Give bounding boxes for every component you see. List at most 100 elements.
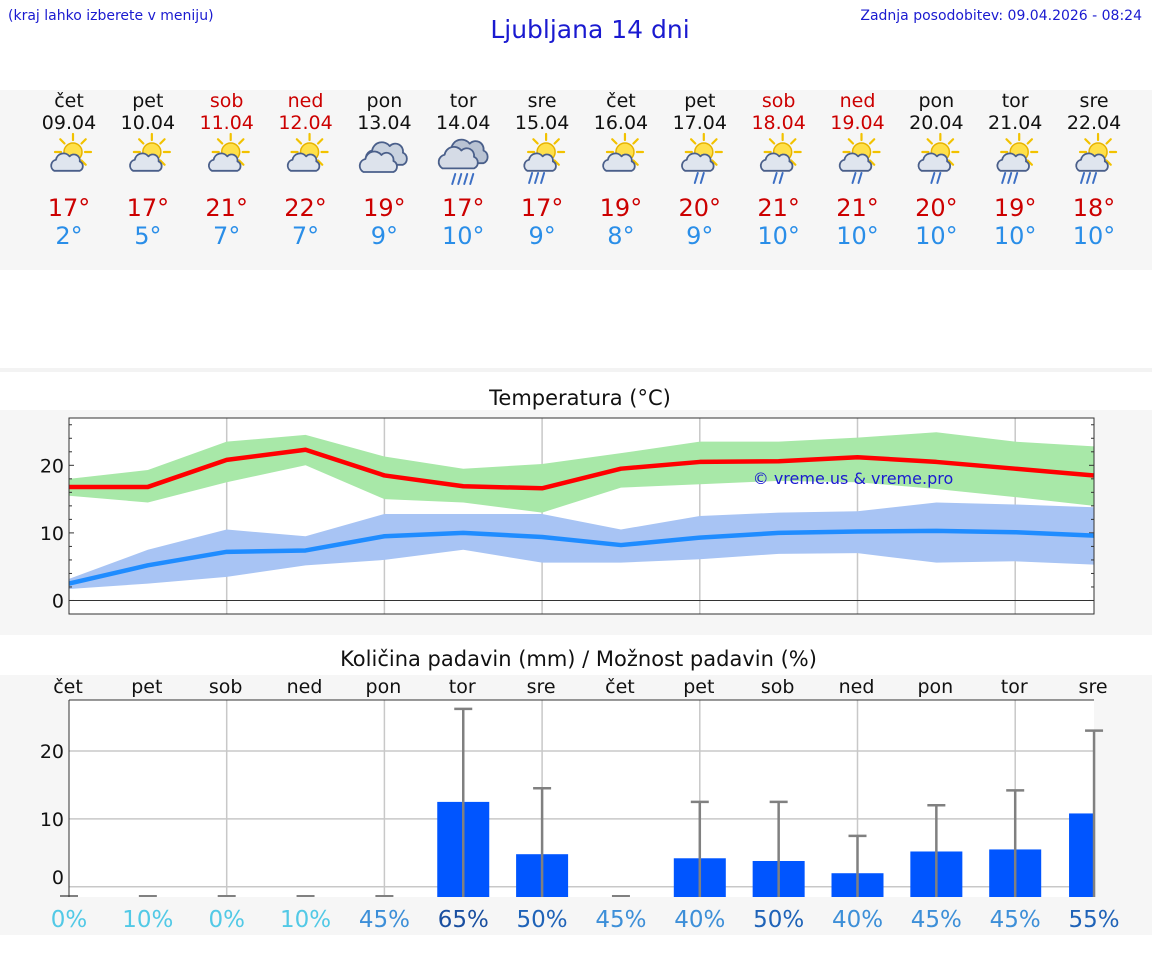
location-hint: (kraj lahko izberete v meniju): [8, 8, 214, 24]
day-name: pon: [918, 90, 955, 112]
x-category-label: sre: [1079, 676, 1108, 698]
min-temperature: 10°: [757, 222, 800, 250]
cloud-shape: [358, 150, 398, 173]
precipitation-chance: 65%: [438, 907, 489, 933]
precipitation-chart-title: Količina padavin (mm) / Možnost padavin …: [340, 647, 817, 671]
x-category-label: ned: [287, 676, 323, 698]
sun-ray: [611, 138, 618, 145]
sun-ray: [216, 138, 224, 145]
day-name: ned: [839, 90, 876, 112]
sun-cloud-rain-icon-6: [523, 132, 566, 184]
day-date: 20.04: [909, 112, 964, 134]
cloud-shape: [996, 152, 1030, 172]
precipitation-chance: 50%: [517, 907, 568, 933]
max-temperature: 18°: [1072, 194, 1116, 222]
y-tick-label: 20: [40, 455, 64, 477]
rain-drop: [699, 172, 705, 184]
sun-ray: [947, 138, 955, 145]
rain-drop: [936, 172, 942, 184]
day-column: sob 11.04 21° 7°: [187, 90, 267, 250]
cloud-shape: [759, 152, 794, 172]
day-date: 10.04: [120, 112, 176, 134]
max-temperature: 20°: [915, 194, 958, 222]
sun-ray: [711, 159, 718, 166]
precipitation-chance: 45%: [911, 907, 962, 933]
rain-drop: [693, 172, 699, 184]
day-name: sob: [761, 90, 796, 112]
min-temperature-range: [69, 502, 1095, 589]
day-column: sre 22.04 18° 10°: [1054, 90, 1134, 250]
min-temperature: 9°: [528, 222, 556, 250]
cloud-shape: [129, 152, 163, 172]
sun-ray: [159, 138, 166, 145]
min-temperature: 10°: [836, 222, 879, 250]
sun-ray: [926, 138, 933, 145]
day-date: 09.04: [41, 112, 97, 134]
day-column: ned 12.04 22° 7°: [266, 90, 346, 250]
precipitation-chance: 10%: [122, 907, 173, 933]
max-temperature: 21°: [205, 194, 248, 222]
max-temperature: 19°: [599, 194, 643, 222]
rain-drop: [451, 173, 457, 185]
sun-cloud-light-rain-icon-8: [681, 132, 723, 184]
day-column: pet 17.04 20° 9°: [660, 90, 740, 250]
sun-cloud-rain-icon-12: [996, 132, 1039, 184]
rain-drop: [1080, 172, 1086, 184]
cloud-shape: [523, 152, 557, 172]
sun-cloud-icon-1: [129, 132, 171, 172]
day-column: sre 15.04 17° 9°: [502, 90, 582, 250]
precipitation-chance: 10%: [280, 907, 331, 933]
sun-ray: [553, 138, 560, 145]
day-column: tor 14.04 17° 10°: [423, 90, 503, 250]
sun-ray: [790, 159, 797, 166]
sun-ray: [1084, 138, 1091, 145]
sun-ray: [1026, 138, 1034, 145]
rain-drop: [1007, 172, 1013, 184]
max-temperature-line: [69, 447, 1095, 491]
max-temperature: 21°: [757, 194, 800, 222]
precipitation-chance: 0%: [208, 907, 245, 933]
sun-cloud-light-rain-icon-10: [838, 132, 881, 184]
sun-ray: [316, 138, 324, 145]
min-temperature: 2°: [55, 222, 83, 250]
max-temperature: 17°: [126, 194, 170, 222]
temperature-chart: 0 10 20 © vreme.us & vreme.pro: [40, 417, 1095, 615]
y-tick-label: 10: [40, 809, 64, 831]
y-tick-label: 0: [52, 590, 64, 612]
sun-ray: [632, 159, 639, 166]
x-category-label: čet: [53, 676, 83, 698]
rain-drop: [528, 172, 534, 184]
sun-ray: [80, 159, 87, 166]
cloud-shape: [1075, 152, 1109, 172]
day-name: pet: [132, 90, 164, 112]
max-temperature: 20°: [678, 194, 722, 222]
min-temperature: 8°: [607, 222, 635, 250]
day-date: 17.04: [672, 112, 727, 134]
sun-ray: [947, 159, 955, 166]
cloud-rain-icon-5: [437, 138, 489, 185]
sun-cloud-light-rain-icon-11: [917, 132, 960, 184]
sun-cloud-icon-7: [602, 132, 645, 172]
sun-ray: [238, 159, 245, 166]
day-date: 22.04: [1066, 112, 1122, 134]
sun-ray: [1026, 159, 1034, 166]
min-temperature: 10°: [1072, 222, 1116, 250]
sun-cloud-light-rain-icon-9: [759, 132, 802, 184]
cloud-shape: [681, 152, 715, 172]
divider: [0, 368, 1152, 372]
sun-ray: [238, 138, 245, 145]
x-category-label: ned: [839, 676, 875, 698]
max-temperature: 21°: [836, 194, 879, 222]
day-column: pon 13.04 19° 9°: [344, 90, 424, 250]
day-date: 18.04: [751, 112, 806, 134]
last-updated: Zadnja posodobitev: 09.04.2026 - 08:24: [860, 8, 1142, 24]
day-date: 16.04: [593, 112, 649, 134]
rain-drop: [469, 173, 475, 185]
max-temperature: 19°: [363, 194, 406, 222]
sun-ray: [868, 159, 876, 166]
sun-ray: [59, 138, 66, 145]
x-category-label: tor: [1001, 676, 1028, 698]
y-tick-label: 10: [40, 523, 64, 545]
sun-ray: [632, 138, 639, 145]
